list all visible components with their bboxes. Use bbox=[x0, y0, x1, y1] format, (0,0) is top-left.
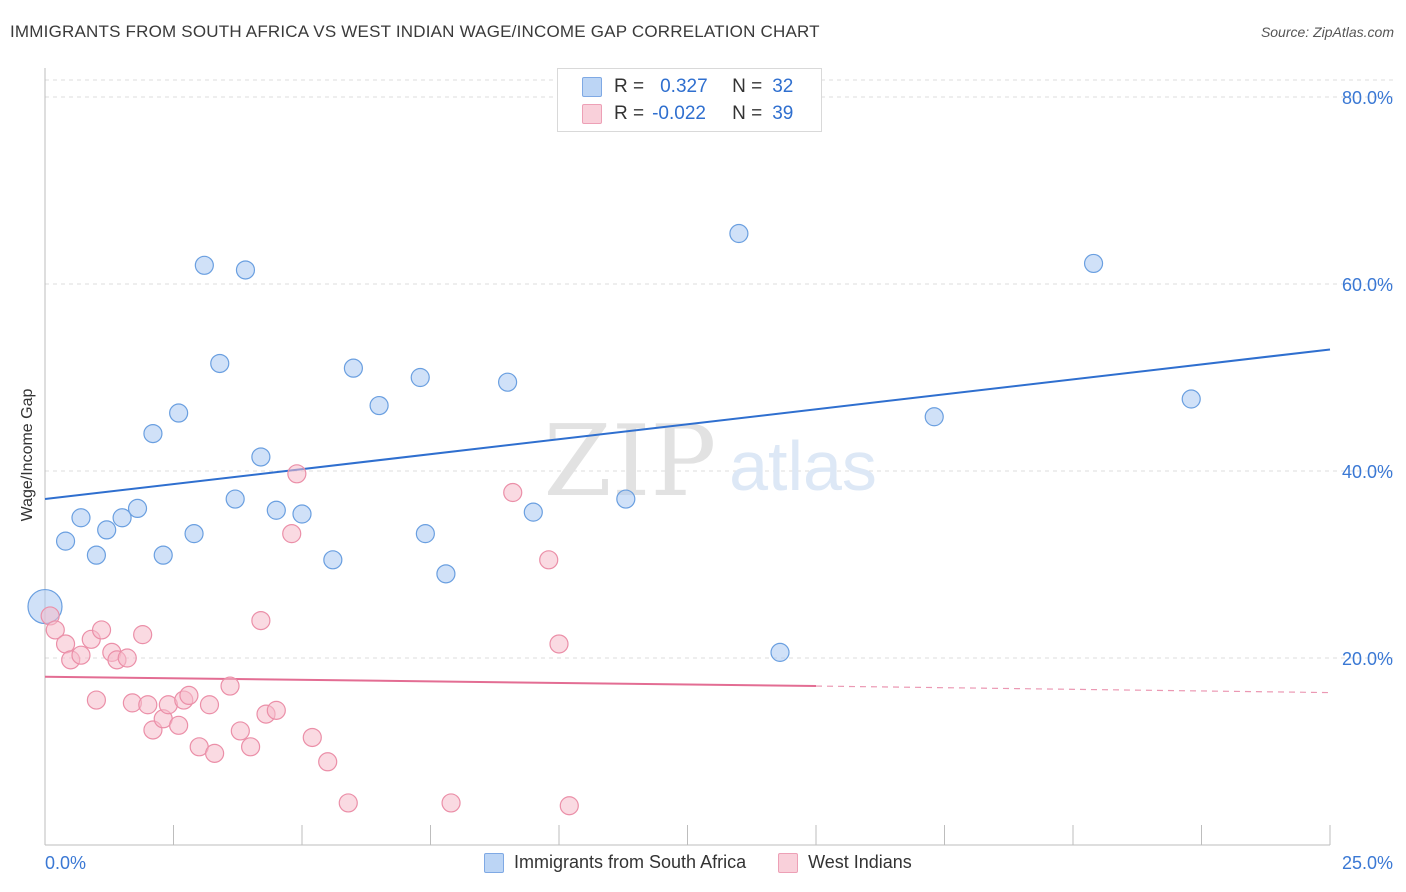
series-legend: Immigrants from South Africa West Indian… bbox=[484, 852, 912, 873]
point-west-indians bbox=[138, 695, 158, 715]
point-south-africa bbox=[292, 504, 312, 524]
point-west-indians bbox=[338, 793, 358, 813]
correlation-legend: R = 0.327 N = 32 R = -0.022 N = 39 bbox=[557, 68, 822, 132]
legend-r-value: 0.327 bbox=[660, 76, 708, 97]
legend-swatch-pink bbox=[778, 852, 799, 873]
legend-r-label: R = bbox=[614, 103, 645, 124]
point-south-africa bbox=[71, 508, 91, 528]
point-west-indians bbox=[503, 482, 523, 503]
point-south-africa bbox=[410, 367, 430, 388]
y-tick-label: 20.0% bbox=[1342, 649, 1393, 669]
legend-r-label: R = bbox=[614, 76, 645, 97]
point-south-africa bbox=[153, 545, 173, 565]
point-south-africa bbox=[97, 520, 117, 540]
legend-row-west-indians: R = -0.022 N = 39 bbox=[582, 102, 793, 126]
point-west-indians bbox=[318, 752, 338, 772]
point-south-africa bbox=[415, 524, 435, 544]
trend-lines bbox=[44, 348, 1331, 694]
trend-line-south-africa bbox=[44, 348, 1331, 501]
point-south-africa bbox=[729, 223, 749, 244]
point-west-indians bbox=[179, 685, 199, 706]
point-south-africa bbox=[616, 489, 636, 509]
point-west-indians bbox=[559, 796, 579, 816]
point-west-indians bbox=[205, 743, 225, 763]
trend-line-dashed bbox=[815, 685, 1331, 694]
point-south-africa bbox=[194, 255, 214, 275]
point-south-africa bbox=[112, 508, 132, 528]
point-west-indians bbox=[45, 620, 65, 640]
point-south-africa bbox=[55, 531, 76, 551]
point-west-indians bbox=[251, 610, 271, 631]
point-west-indians bbox=[282, 524, 302, 544]
point-west-indians bbox=[55, 634, 76, 654]
point-south-africa bbox=[770, 642, 790, 662]
legend-swatch-pink bbox=[582, 104, 602, 124]
point-west-indians bbox=[302, 727, 322, 748]
grid-lines bbox=[45, 79, 1394, 659]
point-west-indians bbox=[230, 721, 250, 741]
point-west-indians bbox=[71, 645, 91, 665]
legend-swatch-blue bbox=[582, 77, 602, 97]
point-south-africa bbox=[523, 502, 543, 522]
legend-n-label: N = bbox=[732, 103, 763, 124]
point-south-africa bbox=[436, 564, 456, 584]
point-west-indians bbox=[241, 737, 261, 757]
data-points bbox=[27, 223, 1201, 816]
point-south-africa bbox=[225, 489, 245, 509]
point-south-africa bbox=[251, 447, 271, 467]
point-west-indians bbox=[441, 793, 461, 813]
point-west-indians bbox=[169, 715, 189, 735]
trend-line-west-indians bbox=[44, 675, 817, 688]
point-south-africa bbox=[143, 424, 163, 444]
point-west-indians bbox=[287, 464, 307, 484]
point-south-africa bbox=[498, 372, 518, 392]
point-south-africa bbox=[235, 260, 256, 280]
axes bbox=[44, 68, 1331, 846]
point-south-africa bbox=[1181, 389, 1201, 409]
point-west-indians bbox=[266, 700, 286, 720]
point-west-indians bbox=[539, 550, 559, 570]
point-south-africa bbox=[323, 550, 343, 570]
point-west-indians bbox=[117, 648, 137, 668]
point-south-africa bbox=[924, 407, 944, 427]
y-tick-label: 80.0% bbox=[1342, 88, 1393, 108]
legend-n-value: 39 bbox=[772, 103, 794, 124]
y-tick-label: 60.0% bbox=[1342, 275, 1393, 295]
tick-labels: 20.0% 40.0% 60.0% 80.0% 0.0% 25.0% bbox=[45, 88, 1393, 873]
legend-swatch-blue bbox=[484, 852, 504, 873]
legend-row-south-africa: R = 0.327 N = 32 bbox=[582, 75, 793, 99]
x-tick-label: 0.0% bbox=[45, 853, 86, 873]
point-west-indians bbox=[549, 634, 569, 654]
point-south-africa bbox=[86, 545, 107, 565]
legend-n-value: 32 bbox=[772, 76, 794, 97]
source-label: Source: ZipAtlas.com bbox=[1260, 24, 1394, 40]
point-south-africa bbox=[127, 498, 148, 518]
point-south-africa bbox=[1083, 253, 1104, 274]
point-south-africa bbox=[266, 500, 286, 520]
point-west-indians bbox=[199, 695, 220, 715]
legend-n-label: N = bbox=[732, 76, 763, 97]
y-tick-label: 40.0% bbox=[1342, 462, 1393, 482]
y-axis-label: Wage/Income Gap bbox=[19, 388, 36, 522]
point-west-indians bbox=[91, 620, 112, 640]
legend-series-west-indians: West Indians bbox=[808, 852, 912, 872]
point-south-africa bbox=[343, 358, 363, 378]
point-south-africa bbox=[169, 403, 189, 423]
chart-title: IMMIGRANTS FROM SOUTH AFRICA VS WEST IND… bbox=[10, 22, 820, 41]
point-south-africa bbox=[369, 395, 389, 416]
point-south-africa bbox=[184, 524, 204, 544]
point-west-indians bbox=[133, 625, 153, 645]
x-tick-label: 25.0% bbox=[1342, 853, 1393, 873]
point-west-indians bbox=[86, 690, 107, 710]
point-west-indians bbox=[220, 676, 240, 696]
legend-r-value: -0.022 bbox=[652, 103, 706, 124]
point-south-africa bbox=[210, 353, 230, 374]
watermark-atlas: atlas bbox=[729, 427, 877, 505]
legend-series-south-africa: Immigrants from South Africa bbox=[514, 852, 747, 872]
